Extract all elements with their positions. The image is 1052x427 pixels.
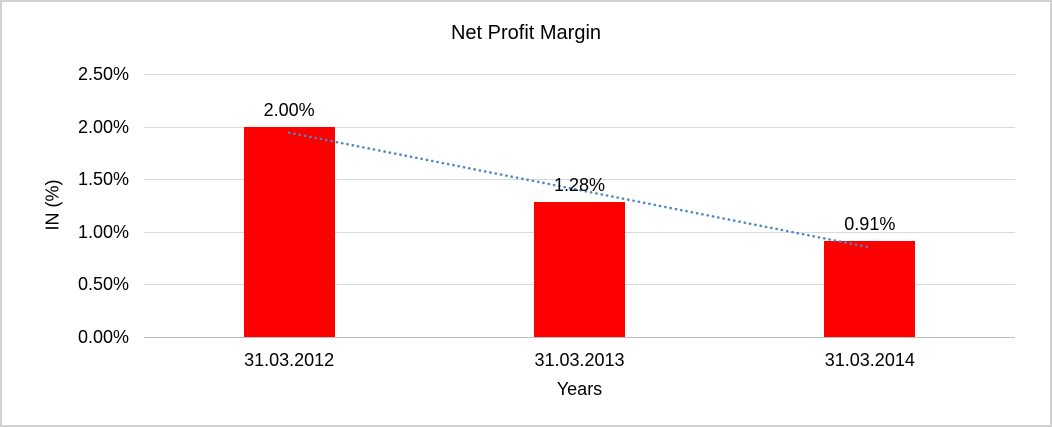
bar-31.03.2014	[824, 241, 916, 337]
y-tick-label: 1.00%	[77, 222, 129, 242]
bar-value-label: 2.00%	[263, 99, 315, 120]
x-axis-line	[144, 337, 1015, 338]
category-label: 31.03.2012	[244, 350, 335, 370]
gridline	[144, 74, 1015, 75]
bar-value-label: 1.28%	[553, 175, 606, 196]
y-tick-label: 0.00%	[77, 327, 129, 347]
category-label: 31.03.2014	[824, 350, 915, 370]
y-tick-label: 0.50%	[77, 274, 129, 294]
bar-31.03.2012	[243, 126, 335, 337]
x-axis-title: Years	[556, 379, 603, 399]
linear-trendline	[287, 131, 872, 249]
bar-value-label: 0.91%	[844, 214, 896, 235]
chart-title: Net Profit Margin	[450, 22, 602, 44]
bar-31.03.2013	[534, 202, 625, 337]
y-tick-label: 1.50%	[77, 169, 129, 189]
gridline	[144, 179, 1015, 180]
trendline-path	[287, 131, 872, 249]
y-tick-label: 2.00%	[77, 117, 129, 137]
category-label: 31.03.2013	[534, 350, 625, 370]
gridline	[144, 127, 1015, 128]
y-tick-label: 2.50%	[77, 64, 129, 84]
